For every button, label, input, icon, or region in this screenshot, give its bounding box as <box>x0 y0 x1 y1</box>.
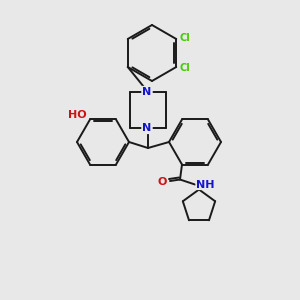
Text: Cl: Cl <box>179 33 190 43</box>
Text: NH: NH <box>196 179 214 190</box>
Text: HO: HO <box>68 110 87 121</box>
Text: Cl: Cl <box>179 63 190 73</box>
Text: O: O <box>158 177 167 187</box>
Text: N: N <box>142 87 152 97</box>
Text: N: N <box>142 123 152 133</box>
